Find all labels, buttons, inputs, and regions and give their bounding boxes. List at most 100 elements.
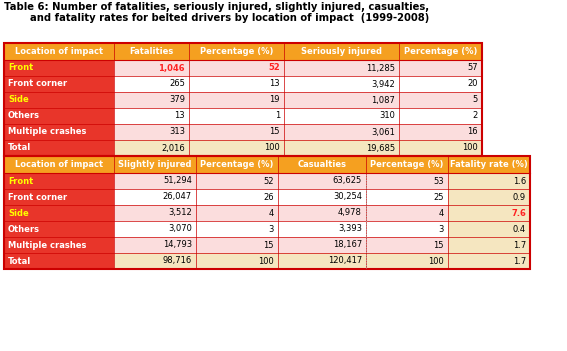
- Text: Multiple crashes: Multiple crashes: [8, 240, 86, 250]
- Bar: [366, 189, 448, 205]
- Text: 7.6: 7.6: [511, 208, 526, 218]
- Bar: [189, 124, 284, 140]
- Text: 1,046: 1,046: [158, 64, 185, 73]
- Text: 53: 53: [433, 177, 444, 185]
- Text: 2,016: 2,016: [161, 144, 185, 152]
- Text: 0.4: 0.4: [513, 225, 526, 233]
- Text: 3,393: 3,393: [338, 225, 362, 233]
- Bar: [4, 156, 114, 173]
- Bar: [4, 189, 114, 205]
- Bar: [114, 108, 189, 124]
- Text: Fatalities: Fatalities: [129, 47, 174, 56]
- Text: 4,978: 4,978: [338, 208, 362, 218]
- Bar: [399, 140, 482, 156]
- Bar: [189, 140, 284, 156]
- Text: Percentage (%): Percentage (%): [200, 160, 274, 169]
- Bar: [448, 253, 530, 269]
- Bar: [114, 124, 189, 140]
- Text: Front: Front: [8, 64, 33, 73]
- Bar: [114, 92, 189, 108]
- Bar: [189, 43, 284, 60]
- Bar: [284, 60, 399, 76]
- Text: Front corner: Front corner: [8, 192, 67, 201]
- Bar: [114, 140, 189, 156]
- Bar: [448, 156, 530, 173]
- Bar: [4, 253, 114, 269]
- Bar: [278, 173, 366, 189]
- Text: Location of impact: Location of impact: [15, 160, 103, 169]
- Bar: [284, 140, 399, 156]
- Bar: [448, 173, 530, 189]
- Text: 13: 13: [269, 79, 280, 88]
- Bar: [366, 156, 448, 173]
- Bar: [366, 173, 448, 189]
- Bar: [4, 76, 114, 92]
- Text: 1: 1: [275, 112, 280, 120]
- Bar: [114, 237, 196, 253]
- Text: Others: Others: [8, 112, 40, 120]
- Bar: [366, 205, 448, 221]
- Bar: [284, 108, 399, 124]
- Bar: [278, 253, 366, 269]
- Text: 20: 20: [468, 79, 478, 88]
- Bar: [196, 189, 278, 205]
- Bar: [4, 173, 114, 189]
- Text: 3,942: 3,942: [371, 79, 395, 88]
- Bar: [196, 205, 278, 221]
- Bar: [278, 156, 366, 173]
- Text: 3: 3: [269, 225, 274, 233]
- Text: 18,167: 18,167: [333, 240, 362, 250]
- Bar: [399, 124, 482, 140]
- Bar: [189, 76, 284, 92]
- Text: 15: 15: [264, 240, 274, 250]
- Text: 1,087: 1,087: [371, 95, 395, 105]
- Bar: [284, 76, 399, 92]
- Bar: [399, 92, 482, 108]
- Bar: [114, 173, 196, 189]
- Text: Total: Total: [8, 257, 31, 265]
- Text: 26,047: 26,047: [163, 192, 192, 201]
- Text: 15: 15: [434, 240, 444, 250]
- Bar: [4, 60, 114, 76]
- Bar: [278, 221, 366, 237]
- Text: 25: 25: [434, 192, 444, 201]
- Text: 51,294: 51,294: [163, 177, 192, 185]
- Bar: [4, 237, 114, 253]
- Bar: [366, 237, 448, 253]
- Text: 379: 379: [169, 95, 185, 105]
- Bar: [114, 221, 196, 237]
- Bar: [196, 221, 278, 237]
- Text: 313: 313: [169, 127, 185, 137]
- Bar: [278, 189, 366, 205]
- Text: Side: Side: [8, 208, 29, 218]
- Bar: [448, 189, 530, 205]
- Text: 19,685: 19,685: [366, 144, 395, 152]
- Bar: [399, 43, 482, 60]
- Text: 1.7: 1.7: [513, 257, 526, 265]
- Bar: [196, 156, 278, 173]
- Bar: [189, 60, 284, 76]
- Text: 1.7: 1.7: [513, 240, 526, 250]
- Text: and fatality rates for belted drivers by location of impact  (1999-2008): and fatality rates for belted drivers by…: [30, 13, 429, 23]
- Bar: [448, 205, 530, 221]
- Bar: [4, 205, 114, 221]
- Text: 0.9: 0.9: [513, 192, 526, 201]
- Text: 100: 100: [258, 257, 274, 265]
- Bar: [114, 76, 189, 92]
- Text: 100: 100: [428, 257, 444, 265]
- Text: Front: Front: [8, 177, 33, 185]
- Bar: [399, 108, 482, 124]
- Text: 57: 57: [467, 64, 478, 73]
- Text: Location of impact: Location of impact: [15, 47, 103, 56]
- Text: Side: Side: [8, 95, 29, 105]
- Bar: [448, 237, 530, 253]
- Text: 52: 52: [268, 64, 280, 73]
- Bar: [4, 108, 114, 124]
- Text: Front corner: Front corner: [8, 79, 67, 88]
- Text: 3: 3: [439, 225, 444, 233]
- Text: 120,417: 120,417: [328, 257, 362, 265]
- Text: 3,512: 3,512: [168, 208, 192, 218]
- Bar: [114, 253, 196, 269]
- Bar: [114, 43, 189, 60]
- Bar: [399, 60, 482, 76]
